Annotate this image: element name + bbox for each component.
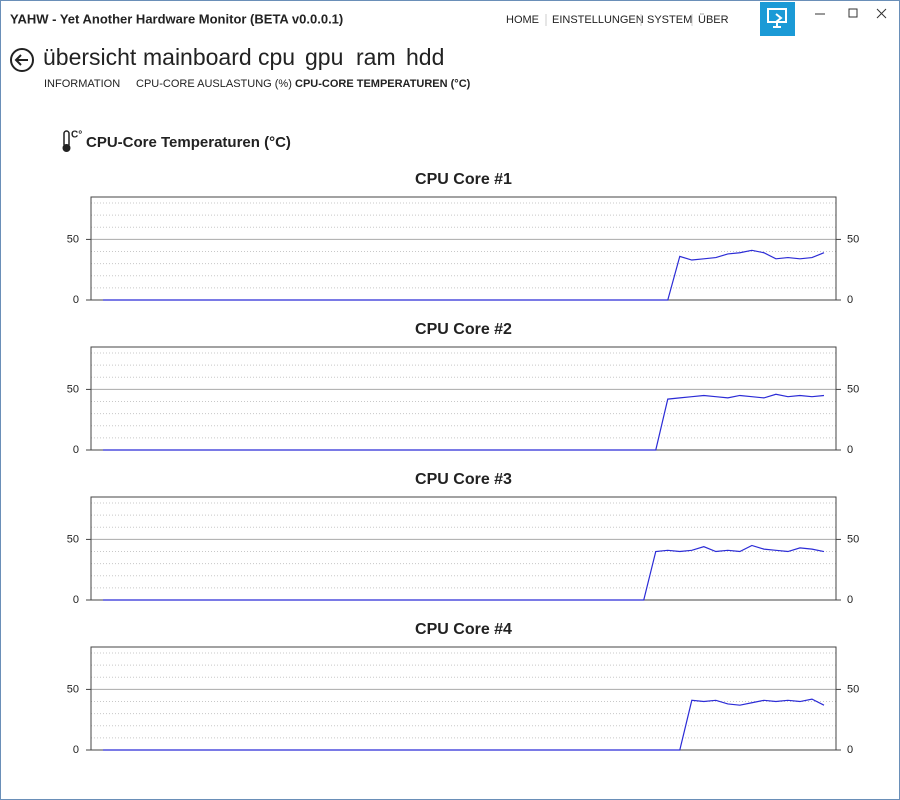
y2-tick-label: 0 (847, 444, 853, 456)
y-tick-label: 50 (67, 533, 79, 545)
tab[interactable]: hdd (406, 44, 444, 70)
menu: HOME EINSTELLUNGEN SYSTEM ÜBER (506, 14, 729, 26)
y2-tick-label: 50 (847, 683, 859, 695)
y-tick-label: 50 (67, 683, 79, 695)
y2-tick-label: 50 (847, 383, 859, 395)
y-tick-label: 0 (73, 294, 79, 306)
y2-tick-label: 0 (847, 294, 853, 306)
thermometer-label: C° (71, 130, 82, 141)
chart-title: CPU Core #1 (415, 171, 512, 188)
charts: CPU Core #1 0 0 50 50 CPU Core #2 0 0 50 50 CPU Co… (67, 171, 860, 756)
temperature-line (103, 249, 825, 301)
menu-item[interactable]: HOME (506, 14, 539, 26)
y2-tick-label: 50 (847, 233, 859, 245)
temperature-line (103, 698, 825, 751)
tab[interactable]: ram (356, 44, 396, 70)
menu-item[interactable]: EINSTELLUNGEN (552, 14, 644, 26)
tab[interactable]: mainboard (143, 44, 252, 70)
subtabs: INFORMATION CPU-CORE AUSLASTUNG (%) CPU-CO… (44, 78, 471, 90)
app-icon[interactable] (760, 2, 795, 36)
y2-tick-label: 0 (847, 744, 853, 756)
window-title: YAHW - Yet Another Hardware Monitor (BET… (10, 11, 343, 26)
maximize-button[interactable] (848, 8, 858, 18)
y-tick-label: 0 (73, 744, 79, 756)
subtab[interactable]: CPU-CORE AUSLASTUNG (%) (136, 78, 292, 90)
app-icon-arrow (773, 13, 783, 28)
y2-tick-label: 0 (847, 594, 853, 606)
y-tick-label: 0 (73, 444, 79, 456)
y-tick-label: 50 (67, 383, 79, 395)
section-title: CPU-Core Temperaturen (°C) (86, 134, 291, 151)
tab[interactable]: gpu (305, 44, 343, 70)
back-button[interactable] (10, 48, 34, 72)
temperature-line (103, 393, 825, 451)
menu-item[interactable]: SYSTEM (647, 14, 692, 26)
y-tick-label: 0 (73, 594, 79, 606)
chart-title: CPU Core #3 (415, 471, 512, 488)
back-arrow (14, 54, 28, 66)
y2-tick-label: 50 (847, 533, 859, 545)
subtab[interactable]: INFORMATION (44, 78, 120, 90)
tab[interactable]: cpu (258, 44, 295, 70)
menu-item[interactable]: ÜBER (698, 14, 729, 26)
chart-title: CPU Core #4 (415, 621, 512, 638)
subtab[interactable]: CPU-CORE TEMPERATUREN (°C) (295, 78, 471, 90)
y-tick-label: 50 (67, 233, 79, 245)
thermometer-bulb (62, 144, 71, 152)
tab[interactable]: übersicht (43, 44, 137, 70)
close-button[interactable] (876, 8, 887, 19)
temperature-line (103, 544, 825, 601)
tabs: übersicht mainboard cpu gpu ram hdd (43, 44, 444, 70)
chart-title: CPU Core #2 (415, 321, 512, 338)
